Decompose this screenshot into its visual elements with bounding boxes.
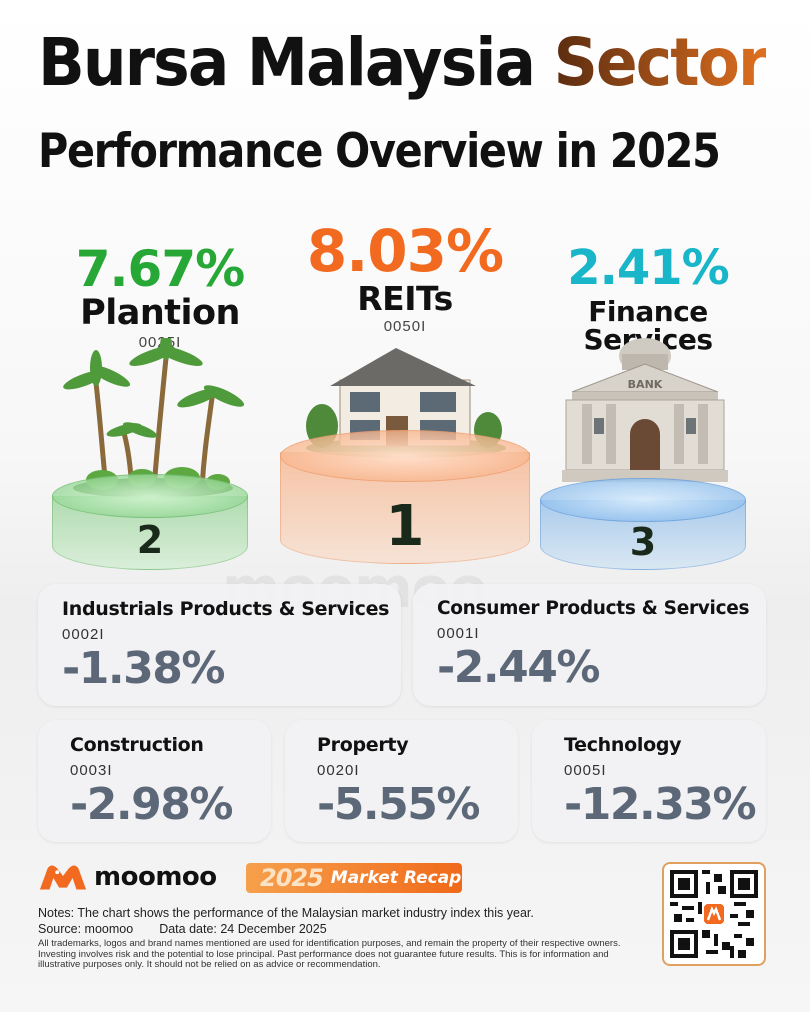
sector-card: Industrials Products & Services 0002I -1… [38,584,401,706]
podium-name: Plantion [80,293,240,333]
title-part1: Bursa Malaysia [38,24,554,101]
sector-code: 0001I [437,625,480,642]
market-recap-badge: 2025 Market Recap [246,863,462,893]
bank-building-icon: BANK [562,338,728,482]
sector-code: 0005I [564,762,607,779]
sector-card: Property 0020I -5.55% [285,720,518,842]
podium-rank: 2 [136,518,164,562]
brand-logo: moomoo [38,862,217,892]
qr-code-icon[interactable] [662,862,766,966]
sector-change: -2.44% [437,642,600,693]
podium-pct: 8.03% [306,217,504,285]
sector-change: -5.55% [317,779,480,830]
notes-line: Notes: The chart shows the performance o… [38,906,534,920]
podium-name: REITs [357,279,453,318]
page-title: Bursa Malaysia Sector [38,30,768,96]
sector-card: Consumer Products & Services 0001I -2.44… [413,584,766,706]
podium-plantation-header: 7.67% Plantion 0025I [60,244,260,351]
podium-2-pedestal: 2 [52,474,248,570]
brand-name: moomoo [94,862,217,892]
podium-code: 0050I [383,318,427,335]
sector-change: -12.33% [564,779,757,830]
podium-rank: 1 [385,494,425,559]
moomoo-logo-icon [39,865,87,890]
sector-card: Technology 0005I -12.33% [532,720,766,842]
podium-1-pedestal: 1 [280,430,530,564]
source-line: Source: moomoo Data date: 24 December 202… [38,921,638,937]
podium-pct: 2.41% [567,240,730,296]
sector-code: 0002I [62,626,105,643]
sector-name: Technology [564,734,682,756]
podium-reits-header: 8.03% REITs 0050I [295,222,515,335]
source-text: Source: moomoo [38,922,134,936]
recap-year: 2025 [260,864,324,892]
sector-change: -2.98% [70,779,233,830]
sector-code: 0020I [317,762,360,779]
disclaimer: All trademarks, logos and brand names me… [38,938,621,970]
sector-change: -1.38% [62,643,225,694]
page-subtitle: Performance Overview in 2025 [38,124,721,179]
sector-name: Property [317,734,409,756]
podium-pct: 7.67% [75,240,245,298]
bank-sign: BANK [628,378,663,391]
recap-text: Market Recap [330,868,462,888]
sector-name: Industrials Products & Services [62,598,390,620]
sector-card: Construction 0003I -2.98% [38,720,271,842]
title-accent: Sector [553,24,769,101]
footnotes: Notes: The chart shows the performance o… [38,905,638,971]
sector-name: Consumer Products & Services [437,598,750,619]
data-date: Data date: 24 December 2025 [159,922,327,936]
podium-3-pedestal: 3 [540,478,746,570]
sector-code: 0003I [70,762,113,779]
sector-name: Construction [70,734,204,756]
podium-rank: 3 [629,520,657,564]
